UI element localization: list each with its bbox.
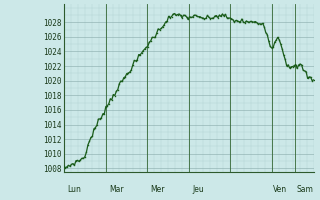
Text: Lun: Lun: [67, 185, 81, 194]
Text: Jeu: Jeu: [192, 185, 204, 194]
Text: Sam: Sam: [297, 185, 314, 194]
Text: Ven: Ven: [273, 185, 287, 194]
Text: Mer: Mer: [150, 185, 165, 194]
Text: Mar: Mar: [109, 185, 124, 194]
